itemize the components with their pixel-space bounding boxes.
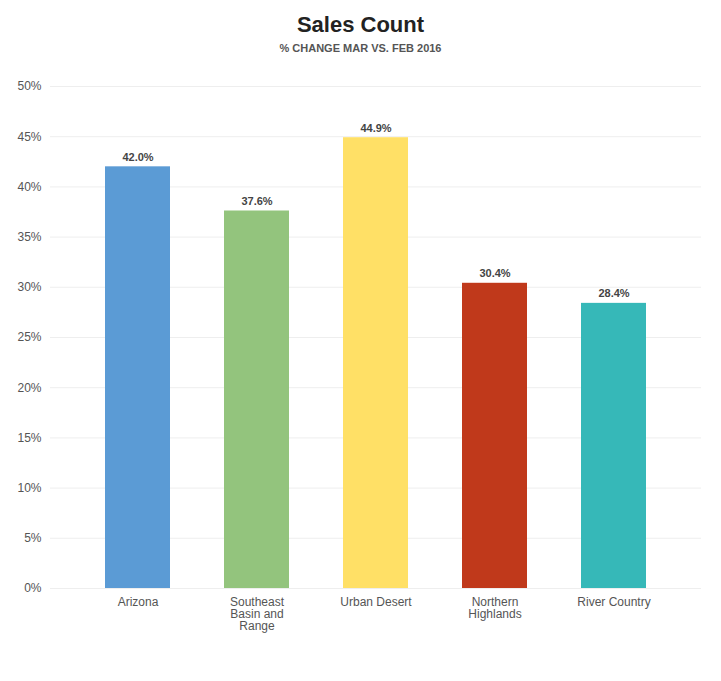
svg-text:10%: 10% [17,481,41,495]
svg-text:NorthernHighlands: NorthernHighlands [468,595,521,621]
svg-text:45%: 45% [17,130,41,144]
svg-text:Urban Desert: Urban Desert [340,595,412,609]
html-text:% CHANGE MAR VS. FEB 2016: % CHANGE MAR VS. FEB 2016 [279,42,442,54]
html-text:Sales Count: Sales Count [296,12,425,37]
svg-text:30%: 30% [17,280,41,294]
svg-text:28.4%: 28.4% [598,287,629,299]
svg-text:Arizona: Arizona [118,595,159,609]
svg-text:30.4%: 30.4% [479,267,510,279]
svg-text:0%: 0% [24,581,42,595]
svg-text:5%: 5% [24,531,42,545]
svg-text:35%: 35% [17,230,41,244]
svg-text:15%: 15% [17,431,41,445]
svg-text:50%: 50% [17,79,41,93]
svg-text:37.6%: 37.6% [241,195,272,207]
svg-text:44.9%: 44.9% [360,122,391,134]
svg-text:42.0%: 42.0% [122,151,153,163]
svg-text:25%: 25% [17,330,41,344]
svg-text:40%: 40% [17,180,41,194]
svg-text:River Country: River Country [577,595,650,609]
svg-text:SoutheastBasin andRange: SoutheastBasin andRange [230,595,285,633]
svg-text:20%: 20% [17,381,41,395]
